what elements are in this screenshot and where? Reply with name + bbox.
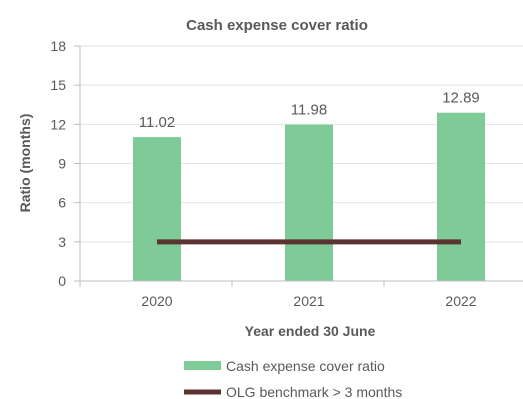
- x-axis-title: Year ended 30 June: [245, 323, 376, 339]
- bar-data-labels: 11.02 11.98 12.89: [139, 90, 480, 131]
- y-tick-label: 3: [58, 234, 66, 250]
- x-tick-label: 2021: [293, 293, 324, 309]
- legend-label-line: OLG benchmark > 3 months: [226, 384, 402, 399]
- y-axis-title: Ratio (months): [17, 114, 33, 213]
- y-tick-label: 6: [58, 195, 66, 211]
- x-tick-label: 2022: [445, 293, 476, 309]
- legend-label-bar: Cash expense cover ratio: [226, 358, 385, 374]
- y-axis-ticks: 0 3 6 9 12 15 18: [50, 38, 81, 289]
- x-axis: 2020 2021 2022: [79, 280, 523, 309]
- bar-data-label: 11.98: [291, 102, 327, 119]
- y-tick-label: 12: [50, 116, 66, 132]
- bar: [437, 112, 485, 281]
- y-tick-label: 9: [58, 156, 66, 172]
- y-tick-label: 18: [50, 38, 66, 54]
- chart-title: Cash expense cover ratio: [186, 17, 368, 34]
- bar-data-label: 12.89: [442, 90, 480, 107]
- y-tick-label: 15: [50, 77, 66, 93]
- x-tick-label: 2020: [141, 293, 172, 309]
- bar-data-label: 11.02: [139, 114, 175, 131]
- bar: [285, 124, 333, 281]
- bar: [133, 137, 181, 281]
- y-tick-label: 0: [58, 273, 66, 289]
- legend-swatch-bar: [184, 361, 221, 370]
- legend: Cash expense cover ratio OLG benchmark >…: [184, 358, 402, 399]
- bar-series: [133, 112, 485, 281]
